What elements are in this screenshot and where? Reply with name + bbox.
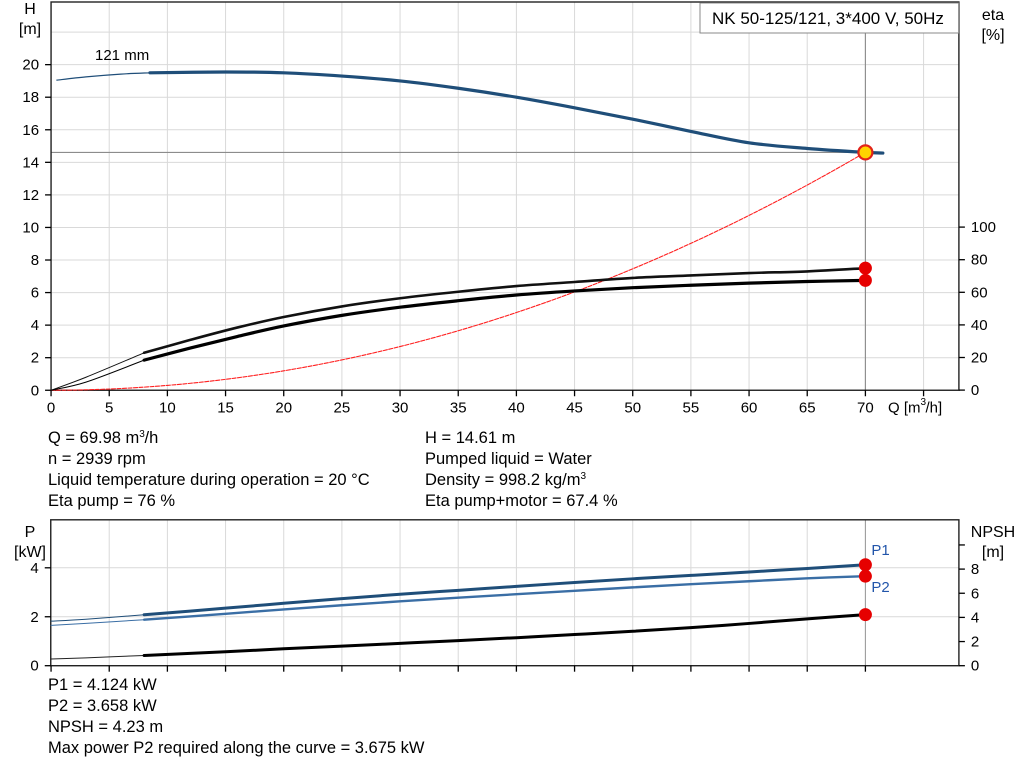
svg-text:Pumped liquid = Water: Pumped liquid = Water	[425, 450, 592, 468]
svg-text:Eta pump+motor = 67.4 %: Eta pump+motor = 67.4 %	[425, 492, 618, 510]
svg-text:70: 70	[857, 399, 874, 416]
svg-text:n = 2939 rpm: n = 2939 rpm	[48, 450, 146, 468]
svg-text:P1: P1	[871, 542, 889, 559]
svg-text:121 mm: 121 mm	[95, 47, 149, 64]
svg-text:[kW]: [kW]	[14, 544, 46, 561]
svg-text:35: 35	[450, 399, 467, 416]
svg-text:8: 8	[31, 252, 39, 269]
svg-text:Eta pump = 76 %: Eta pump = 76 %	[48, 492, 175, 510]
svg-text:Q = 69.98 m: Q = 69.98 m	[48, 429, 139, 447]
svg-text:P2 = 3.658 kW: P2 = 3.658 kW	[48, 697, 157, 715]
svg-text:14: 14	[22, 154, 39, 171]
svg-text:4: 4	[971, 609, 979, 626]
svg-text:Max power P2 required along th: Max power P2 required along the curve = …	[48, 739, 425, 757]
svg-text:10: 10	[22, 219, 39, 236]
svg-text:Liquid temperature during oper: Liquid temperature during operation = 20…	[48, 471, 370, 489]
svg-text:18: 18	[22, 89, 39, 106]
svg-text:55: 55	[683, 399, 700, 416]
svg-text:2: 2	[31, 350, 39, 367]
svg-text:25: 25	[334, 399, 351, 416]
svg-text:P1 = 4.124 kW: P1 = 4.124 kW	[48, 676, 157, 694]
svg-text:Q [m: Q [m	[888, 399, 921, 416]
svg-text:6: 6	[971, 585, 979, 602]
svg-text:/h]: /h]	[926, 399, 943, 416]
svg-text:NPSH = 4.23 m: NPSH = 4.23 m	[48, 718, 163, 736]
svg-text:20: 20	[22, 57, 39, 74]
svg-text:NPSH: NPSH	[971, 524, 1015, 541]
svg-text:NK 50-125/121, 3*400 V, 50Hz: NK 50-125/121, 3*400 V, 50Hz	[712, 9, 944, 28]
svg-text:0: 0	[31, 382, 39, 399]
svg-text:20: 20	[971, 350, 988, 367]
svg-text:6: 6	[31, 285, 39, 302]
svg-text:[m]: [m]	[982, 544, 1004, 561]
svg-text:15: 15	[217, 399, 234, 416]
svg-text:30: 30	[392, 399, 409, 416]
svg-text:2: 2	[30, 609, 38, 626]
svg-text:P: P	[25, 524, 36, 541]
svg-text:40: 40	[971, 317, 988, 334]
svg-text:0: 0	[971, 658, 979, 675]
svg-text:[%]: [%]	[981, 27, 1004, 44]
svg-text:65: 65	[799, 399, 816, 416]
svg-text:60: 60	[741, 399, 758, 416]
svg-text:[m]: [m]	[19, 21, 41, 38]
svg-text:/h: /h	[145, 429, 159, 447]
svg-text:H = 14.61 m: H = 14.61 m	[425, 429, 515, 447]
svg-text:eta: eta	[982, 7, 1004, 24]
svg-text:0: 0	[971, 382, 979, 399]
svg-text:40: 40	[508, 399, 525, 416]
svg-text:5: 5	[105, 399, 113, 416]
svg-text:16: 16	[22, 122, 39, 139]
svg-text:60: 60	[971, 284, 988, 301]
svg-text:12: 12	[22, 187, 39, 204]
svg-text:10: 10	[159, 399, 176, 416]
svg-text:50: 50	[624, 399, 641, 416]
svg-text:Density = 998.2 kg/m: Density = 998.2 kg/m	[425, 471, 580, 489]
svg-text:2: 2	[971, 634, 979, 651]
svg-text:80: 80	[971, 252, 988, 269]
svg-text:0: 0	[47, 399, 55, 416]
svg-text:4: 4	[30, 560, 38, 577]
svg-text:P2: P2	[871, 579, 889, 596]
svg-text:100: 100	[971, 219, 996, 236]
svg-text:3: 3	[581, 471, 587, 482]
svg-text:0: 0	[30, 658, 38, 675]
svg-text:20: 20	[275, 399, 292, 416]
svg-text:45: 45	[566, 399, 583, 416]
svg-text:H: H	[24, 1, 36, 18]
svg-text:8: 8	[971, 561, 979, 578]
svg-text:4: 4	[31, 317, 39, 334]
